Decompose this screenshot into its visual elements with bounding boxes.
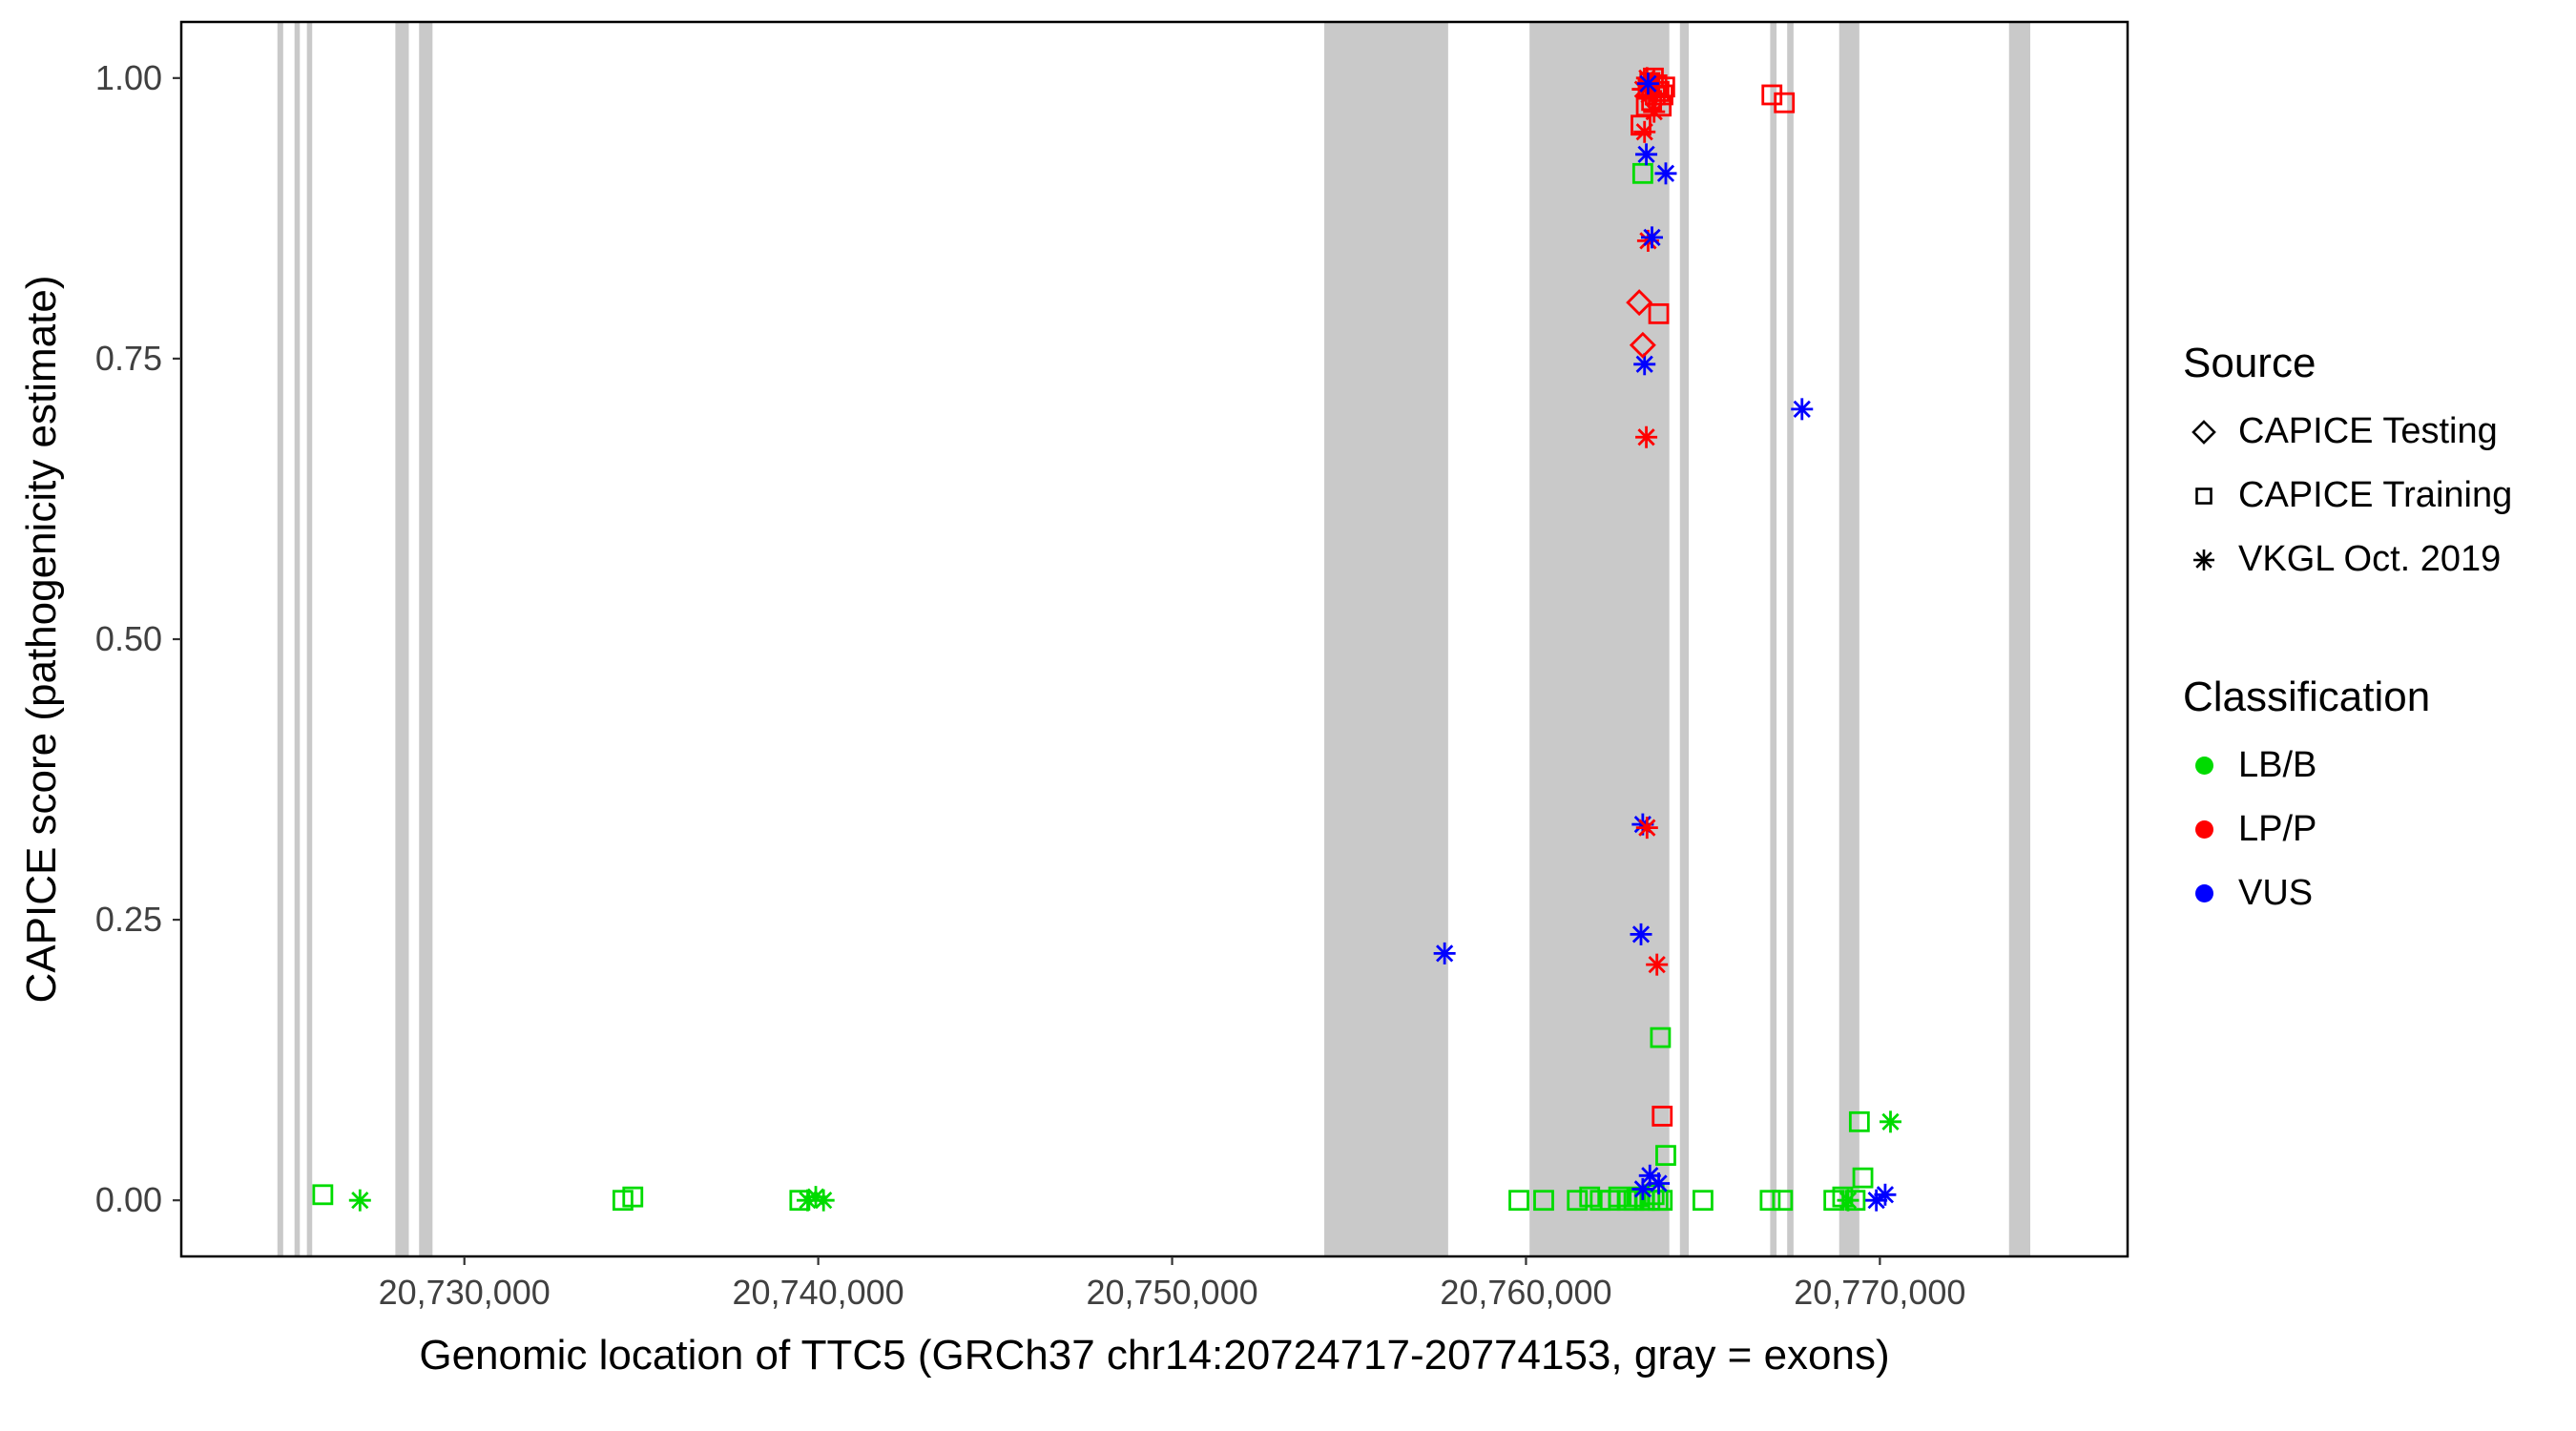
exon-band: [294, 22, 301, 1256]
data-point: [1844, 1190, 1866, 1212]
data-point: [1793, 400, 1811, 418]
data-point: [1639, 74, 1657, 93]
legend-item-capice-testing: CAPICE Testing: [2183, 400, 2512, 464]
legend-source-title: Source: [2183, 340, 2316, 386]
data-point: [1652, 1106, 1673, 1127]
data-point: [1626, 289, 1653, 317]
blue-dot-icon: [2183, 884, 2225, 902]
red-dot-icon: [2183, 820, 2225, 839]
legend-item-label: CAPICE Training: [2238, 475, 2513, 515]
data-point: [1579, 1186, 1601, 1208]
legend-item-label: VUS: [2238, 873, 2314, 913]
legend-item-capice-training: CAPICE Training: [2183, 464, 2512, 528]
exon-band: [1679, 22, 1690, 1256]
legend-item-lpp: LP/P: [2183, 798, 2512, 861]
data-point: [1759, 1190, 1781, 1212]
data-point: [1637, 145, 1655, 163]
y-axis-title: CAPICE score (pathogenicity estimate): [18, 275, 65, 1004]
data-point: [1839, 1192, 1858, 1210]
data-point: [1436, 944, 1454, 963]
legend-item-label: CAPICE Testing: [2238, 411, 2498, 451]
data-point: [1508, 1190, 1529, 1212]
data-point: [1655, 1145, 1676, 1167]
y-tick-label: 0.75: [95, 339, 162, 378]
data-point: [1648, 302, 1670, 324]
data-point: [815, 1192, 833, 1210]
legend-item-label: LB/B: [2238, 745, 2317, 785]
asterisk-icon: [2183, 541, 2225, 579]
exon-band: [1529, 22, 1670, 1256]
data-point: [1643, 228, 1661, 246]
legend-item-lbb: LB/B: [2183, 734, 2512, 798]
data-point: [1631, 925, 1651, 944]
data-point: [1852, 1167, 1874, 1189]
data-point: [1876, 1186, 1895, 1204]
data-point: [1774, 92, 1796, 114]
data-point: [1629, 331, 1656, 359]
legend-item-vus: VUS: [2183, 861, 2512, 925]
data-point: [1652, 1190, 1673, 1212]
data-point: [1641, 1167, 1659, 1185]
exon-band: [395, 22, 409, 1256]
data-point: [1635, 355, 1653, 373]
data-point: [312, 1184, 334, 1206]
data-point: [351, 1192, 369, 1210]
panel-border: [179, 20, 2129, 1258]
y-tick-label: 0.00: [95, 1180, 162, 1219]
data-point: [1631, 162, 1653, 184]
exon-band: [2008, 22, 2030, 1256]
x-tick-label: 20,740,000: [733, 1273, 904, 1312]
data-point: [1635, 123, 1653, 141]
exon-band: [419, 22, 433, 1256]
data-point: [1693, 1190, 1714, 1212]
exon-band: [306, 22, 313, 1256]
x-tick-label: 20,770,000: [1794, 1273, 1965, 1312]
data-point: [1648, 956, 1666, 974]
legend-item-vkgl: VKGL Oct. 2019: [2183, 528, 2512, 591]
legend: Source CAPICE Testing CAPICE Training: [2183, 338, 2512, 925]
data-point: [1650, 1027, 1672, 1048]
data-point: [1645, 102, 1663, 121]
y-tick-label: 0.50: [95, 619, 162, 658]
x-tick-label: 20,730,000: [379, 1273, 551, 1312]
square-icon: [2183, 477, 2225, 515]
data-point: [1638, 819, 1656, 837]
x-tick-label: 20,750,000: [1086, 1273, 1257, 1312]
exon-band: [277, 22, 283, 1256]
exon-band: [1770, 22, 1777, 1256]
data-point: [1656, 164, 1675, 182]
data-point: [1637, 428, 1655, 446]
exon-band: [1839, 22, 1859, 1256]
y-tick-label: 1.00: [95, 58, 162, 97]
data-point: [1881, 1112, 1900, 1130]
data-point: [1623, 1190, 1645, 1212]
exon-band: [1787, 22, 1794, 1256]
x-tick-label: 20,760,000: [1440, 1273, 1611, 1312]
exon-band: [1324, 22, 1448, 1256]
green-dot-icon: [2183, 757, 2225, 775]
legend-item-label: VKGL Oct. 2019: [2238, 539, 2502, 579]
data-point: [1772, 1190, 1794, 1212]
data-point: [1848, 1110, 1870, 1132]
legend-item-label: LP/P: [2238, 809, 2317, 849]
data-point: [1650, 1174, 1668, 1192]
data-point: [1567, 1190, 1589, 1212]
data-point: [1533, 1190, 1554, 1212]
data-point: [622, 1186, 644, 1208]
data-point: [806, 1188, 825, 1206]
x-axis-title: Genomic location of TTC5 (GRCh37 chr14:2…: [419, 1332, 1890, 1379]
y-tick-label: 0.25: [95, 900, 162, 939]
legend-classification-title: Classification: [2183, 674, 2431, 720]
diamond-icon: [2183, 413, 2225, 451]
